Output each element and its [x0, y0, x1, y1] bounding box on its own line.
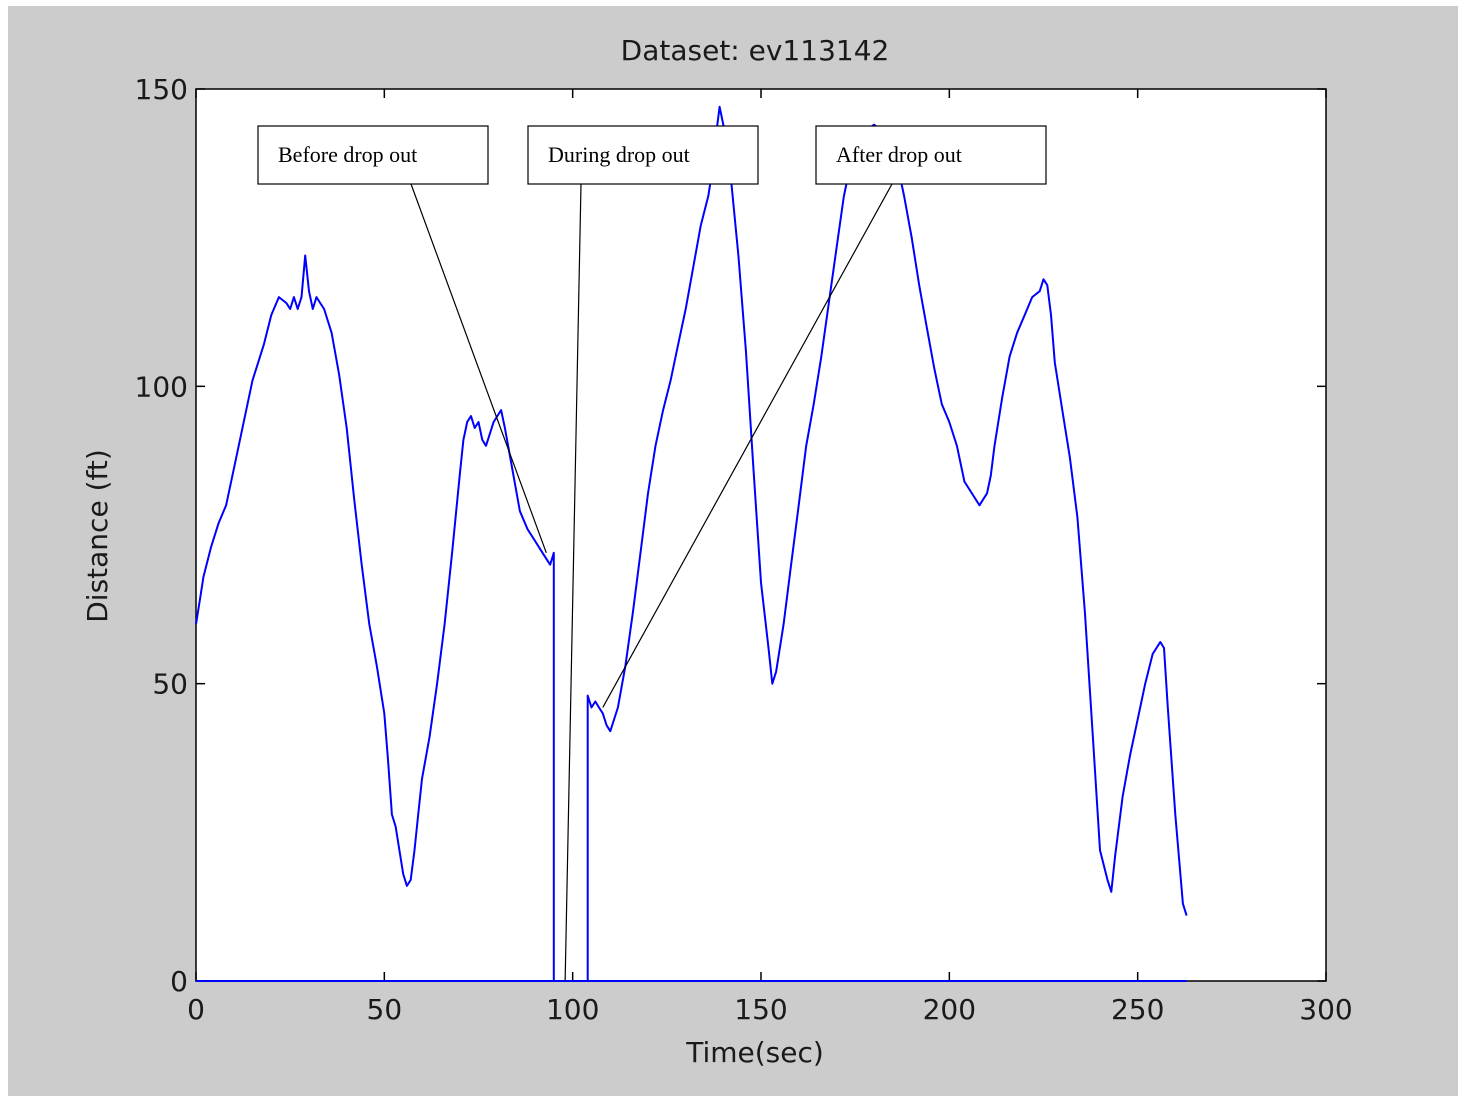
annotation-box [527, 125, 759, 185]
distance-series-line [195, 105, 1188, 982]
annotation-connector [410, 183, 547, 554]
x-tick-label: 250 [1111, 993, 1164, 1026]
x-axis-label: Time(sec) [685, 1036, 824, 1069]
x-tick-label: 150 [734, 993, 787, 1026]
annotation-connectors [410, 183, 893, 982]
series-layer [195, 105, 1188, 982]
annotation-label: After drop out [836, 142, 962, 167]
annotation-boxes: Before drop out During drop out After drop… [257, 125, 1047, 185]
x-tick-label: 200 [923, 993, 976, 1026]
annotation-box [257, 125, 489, 185]
y-tick-label: 150 [135, 73, 188, 106]
y-tick-label: 50 [152, 668, 188, 701]
figure-window: 0 50 100 150 200 250 300 0 50 100 150 Before drop … [8, 6, 1458, 1096]
y-axis-label: Distance (ft) [81, 449, 114, 623]
x-tick-label: 0 [187, 993, 205, 1026]
x-tick-label: 100 [546, 993, 599, 1026]
annotation-connector [602, 183, 893, 708]
chart-title: Dataset: ev113142 [621, 34, 890, 67]
annotation-label: During drop out [548, 142, 690, 167]
annotation-box [815, 125, 1047, 185]
x-tick-label: 50 [367, 993, 403, 1026]
y-tick-label: 0 [170, 965, 188, 998]
axis-ticks: 0 50 100 150 200 250 300 0 50 100 150 [135, 73, 1353, 1026]
y-tick-label: 100 [135, 370, 188, 403]
x-tick-label: 300 [1299, 993, 1352, 1026]
plot-area [195, 88, 1327, 982]
annotation-label: Before drop out [278, 142, 417, 167]
chart: 0 50 100 150 200 250 300 0 50 100 150 Before drop … [81, 34, 1353, 1069]
annotation-connector [564, 183, 582, 982]
